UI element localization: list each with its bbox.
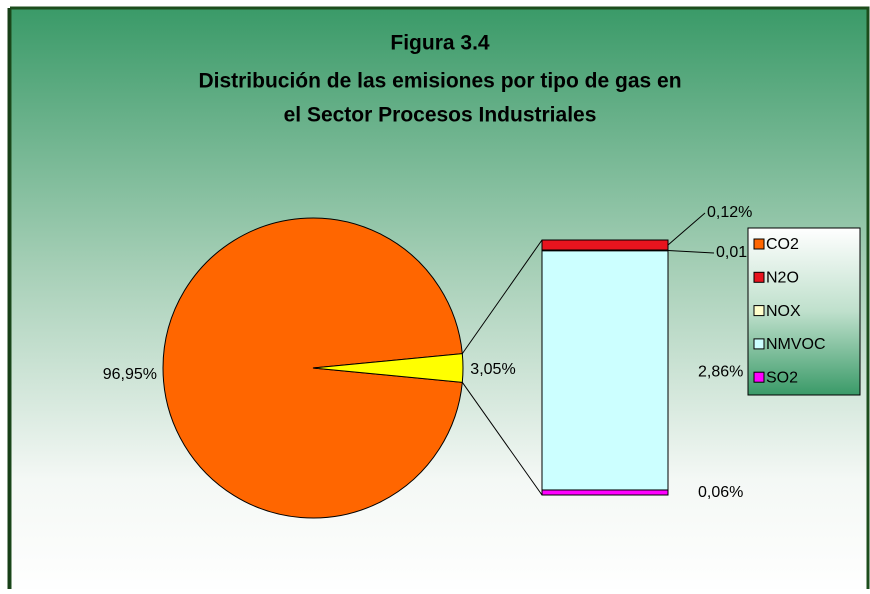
chart-title: Figura 3.4 <box>390 32 490 55</box>
bar-segment <box>541 250 669 491</box>
legend-swatch <box>753 271 765 283</box>
leader-line <box>667 212 706 246</box>
legend-swatch <box>753 371 765 383</box>
legend-swatch <box>753 305 765 317</box>
data-label: 2,86% <box>698 364 743 381</box>
data-label: 0,12% <box>707 204 752 221</box>
bar-segment <box>541 239 669 251</box>
chart-title: Distribución de las emisiones por tipo d… <box>198 70 681 93</box>
data-label: 3,05% <box>470 361 515 378</box>
legend-swatch <box>753 238 765 250</box>
margin <box>0 0 10 589</box>
legend-label: N2O <box>766 270 799 287</box>
pie-slice <box>162 217 463 519</box>
legend-label: NOX <box>766 303 801 320</box>
data-label: 0,06% <box>698 484 743 501</box>
legend-label: SO2 <box>766 369 798 386</box>
legend-box <box>747 227 861 396</box>
legend-label: CO2 <box>766 236 799 253</box>
leader-line <box>667 249 715 254</box>
legend-label: NMVOC <box>766 336 826 353</box>
data-label: 96,95% <box>103 366 157 383</box>
connector <box>461 239 543 354</box>
chart-title: el Sector Procesos Industriales <box>284 104 597 127</box>
connector <box>461 382 543 496</box>
legend-swatch <box>753 338 765 350</box>
pie-slice <box>312 353 464 383</box>
bar-segment <box>541 489 669 496</box>
